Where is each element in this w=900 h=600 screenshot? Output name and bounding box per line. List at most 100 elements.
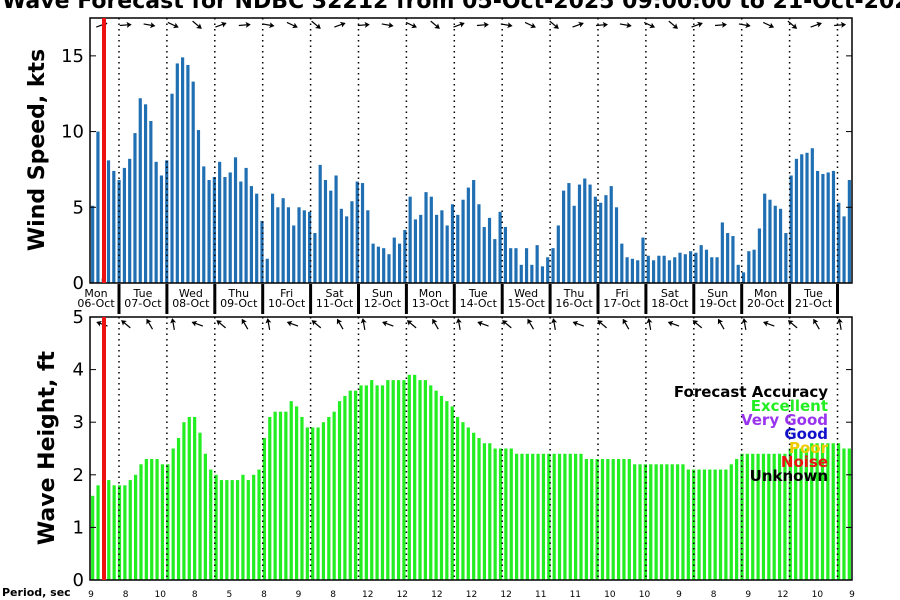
wind-bar <box>509 248 513 283</box>
wave-bar <box>386 380 390 580</box>
wind-bar <box>477 204 481 283</box>
wind-bar <box>678 252 682 283</box>
wave-bar <box>788 448 792 580</box>
wave-bar <box>622 459 626 580</box>
direction-arrow <box>170 318 177 331</box>
day-name: Mon <box>419 287 442 300</box>
wave-bar <box>627 459 631 580</box>
direction-arrow <box>500 22 513 29</box>
day-date: 18-Oct <box>651 297 689 310</box>
direction-arrow <box>646 318 653 331</box>
direction-arrow <box>360 318 367 331</box>
wave-bar <box>477 437 481 580</box>
period-value: 8 <box>192 590 198 600</box>
direction-arrow <box>741 318 748 331</box>
day-date: 11-Oct <box>316 297 354 310</box>
wave-bar <box>804 448 808 580</box>
wind-bar <box>313 233 317 283</box>
period-value: 11 <box>570 590 581 600</box>
wave-bar <box>847 448 851 580</box>
wave-bar <box>767 453 771 580</box>
wave-bar <box>595 459 599 580</box>
direction-arrow <box>119 21 132 28</box>
wind-bar <box>149 120 153 283</box>
direction-arrow <box>717 318 725 330</box>
wave-bar <box>332 411 336 580</box>
day-date: 20-Oct <box>747 297 785 310</box>
wind-bar <box>345 216 349 283</box>
wave-bar <box>681 464 685 580</box>
wind-bar <box>233 157 238 283</box>
wind-bar <box>424 192 428 283</box>
direction-arrow <box>810 21 822 28</box>
direction-arrow <box>286 320 299 327</box>
wind-bar <box>339 208 343 283</box>
wave-bar <box>134 474 138 580</box>
direction-arrow <box>834 21 847 28</box>
period-value: 8 <box>123 590 129 600</box>
wave-bar <box>697 469 701 580</box>
wave-bar <box>472 432 476 580</box>
wave-bar <box>375 385 379 580</box>
wave-bar <box>783 453 787 580</box>
wind-ylabel: Wind Speed, kts <box>25 49 50 251</box>
wave-bar <box>278 411 283 580</box>
wind-bar <box>255 193 259 283</box>
y-tick-label: 0 <box>73 570 84 591</box>
wave-ylabel: Wave Height, ft <box>35 350 60 545</box>
day-date: 19-Oct <box>699 297 737 310</box>
wind-bar <box>593 196 597 283</box>
wave-bar <box>257 469 261 580</box>
wind-bar <box>641 237 645 283</box>
wave-bar <box>219 480 224 580</box>
period-value: 10 <box>639 590 651 600</box>
wave-bar <box>160 464 165 580</box>
y-tick-label: 10 <box>61 122 84 143</box>
direction-arrow <box>432 318 439 330</box>
wind-bar <box>191 81 195 283</box>
wave-bar <box>649 464 653 580</box>
wave-bar <box>176 437 181 580</box>
wind-bar <box>657 255 661 283</box>
wave-bar <box>541 453 546 580</box>
wave-bar <box>531 453 535 580</box>
wave-bar <box>831 443 835 580</box>
day-date: 09-Oct <box>220 297 258 310</box>
wave-bar <box>509 448 513 580</box>
wind-bar <box>487 217 492 283</box>
wave-bar <box>241 474 245 580</box>
wind-bar <box>181 57 185 284</box>
wave-bar <box>112 485 116 580</box>
wind-bar <box>138 98 142 283</box>
wind-bar <box>297 207 301 283</box>
direction-arrow <box>334 21 346 28</box>
wave-bar <box>268 416 272 580</box>
wind-bar <box>397 243 402 283</box>
wind-bar <box>816 170 820 283</box>
wind-bar <box>741 272 746 283</box>
day-name: Wed <box>179 287 203 300</box>
direction-arrow <box>691 21 703 28</box>
direction-arrow <box>597 320 607 329</box>
wave-bar <box>692 469 696 580</box>
wind-bar <box>572 205 576 283</box>
direction-arrow <box>813 318 820 330</box>
direction-arrow <box>787 320 798 329</box>
wave-bar <box>482 443 487 580</box>
wind-bar <box>842 216 846 283</box>
wind-bar <box>223 177 227 283</box>
period-value: 10 <box>604 590 616 600</box>
wind-bar <box>323 180 328 283</box>
wave-bar <box>418 380 422 580</box>
wave-bar <box>96 485 100 580</box>
wave-bar <box>91 495 95 580</box>
direction-arrow <box>787 20 798 29</box>
wind-bar <box>747 251 751 283</box>
wind-bar <box>757 228 761 283</box>
day-name: Wed <box>514 287 538 300</box>
wind-bar <box>736 264 740 283</box>
direction-arrow <box>430 20 440 29</box>
direction-arrow <box>405 21 417 29</box>
direction-arrow <box>527 318 535 330</box>
